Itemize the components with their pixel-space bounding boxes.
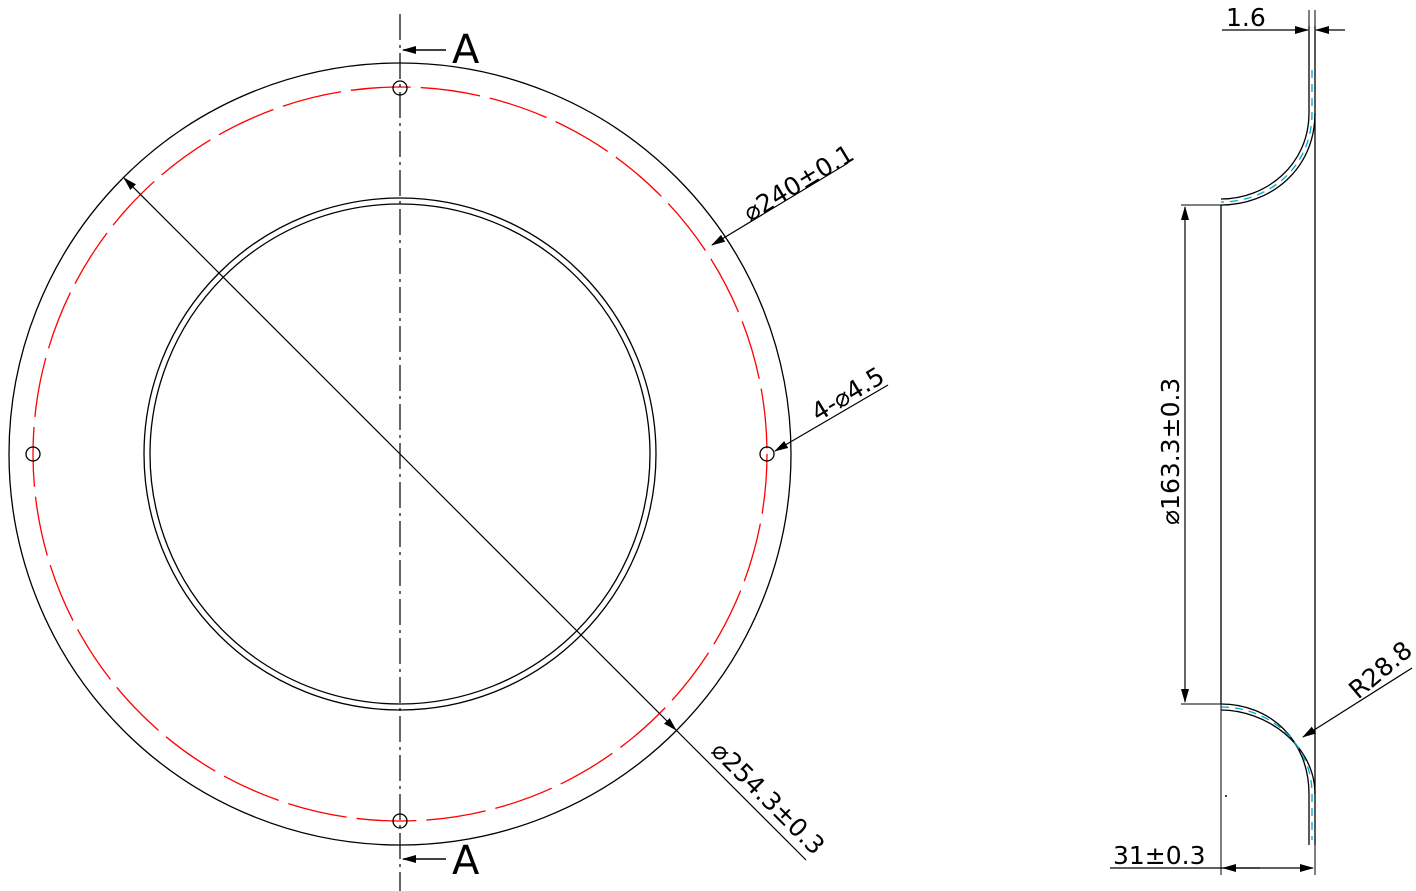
holes-label: 4-⌀4.5 xyxy=(806,361,889,427)
depth-label: 31±0.3 xyxy=(1113,841,1206,870)
top-profile-outer xyxy=(1220,112,1316,206)
thickness-label: 1.6 xyxy=(1226,3,1266,32)
outer-dia-label: ⌀254.3±0.3 xyxy=(706,736,831,861)
outer-dia-dim-line-2 xyxy=(399,453,677,731)
front-view: A A ⌀254.3±0.3 ⌀240±0.1 4-⌀4.5 xyxy=(8,14,889,891)
top-profile-inner xyxy=(1220,112,1310,200)
bottom-profile-inner xyxy=(1220,709,1316,795)
holes-leader xyxy=(774,384,889,452)
bolt-circle-leader xyxy=(711,162,849,246)
section-label-top: A xyxy=(452,27,480,73)
outer-dia-dim-line xyxy=(123,177,401,455)
bolt-hole-right xyxy=(759,446,775,462)
stray-dot xyxy=(1225,795,1227,797)
outer-dia-leader xyxy=(675,729,807,861)
top-profile-hatch xyxy=(1220,70,1313,203)
bolt-circle-dia-label: ⌀240±0.1 xyxy=(738,139,859,227)
bore-dia-label: ⌀163.3±0.3 xyxy=(1156,378,1185,525)
bottom-profile-hatch xyxy=(1220,706,1313,840)
section-view: 1.6 ⌀163.3±0.3 R28.8 31±0.3 xyxy=(1110,3,1416,875)
radius-label: R28.8 xyxy=(1343,635,1416,704)
bolt-hole-left xyxy=(25,446,41,462)
bottom-profile-outer xyxy=(1220,703,1310,795)
section-label-bottom: A xyxy=(452,838,480,884)
radius-leader xyxy=(1302,667,1413,738)
